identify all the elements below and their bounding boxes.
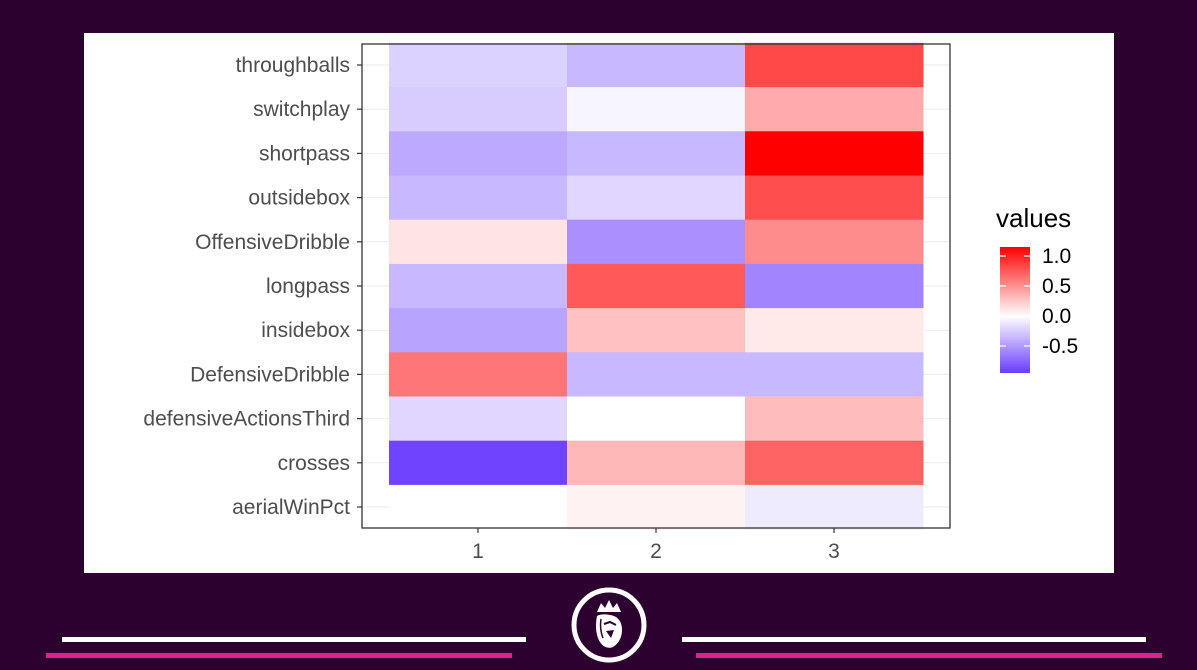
heatmap-cell-shortpass-1 bbox=[389, 131, 568, 176]
y-tick-label: shortpass bbox=[259, 142, 350, 165]
heatmap-cell-throughballs-2 bbox=[567, 42, 746, 88]
heatmap-cell-insidebox-2 bbox=[567, 308, 746, 353]
heatmap-cell-outsidebox-1 bbox=[389, 175, 568, 221]
heatmap-cell-defensiveActionsThird-2 bbox=[567, 396, 746, 442]
heatmap-cell-switchplay-3 bbox=[745, 87, 924, 132]
heatmap-cell-defensiveActionsThird-3 bbox=[745, 396, 924, 442]
y-tick-label: outsidebox bbox=[248, 187, 350, 210]
legend-tick-label: 0.5 bbox=[1042, 275, 1071, 298]
y-tick-label: throughballs bbox=[236, 54, 350, 77]
heatmap-cell-longpass-1 bbox=[389, 263, 568, 309]
heatmap-cell-DefensiveDribble-2 bbox=[567, 352, 746, 397]
y-tick-label: insidebox bbox=[261, 319, 350, 342]
x-tick-label: 1 bbox=[472, 540, 484, 563]
y-tick-label: crosses bbox=[278, 452, 350, 475]
y-tick-label: switchplay bbox=[253, 98, 350, 121]
heatmap-cell-shortpass-3 bbox=[745, 131, 924, 176]
y-tick-label: longpass bbox=[266, 275, 350, 298]
heatmap-chart: throughballs switchplay shortpass outsidebo… bbox=[143, 42, 1078, 563]
heatmap-cell-insidebox-3 bbox=[745, 308, 924, 353]
heatmap-cell-longpass-3 bbox=[745, 263, 924, 309]
legend-tick-label: -0.5 bbox=[1042, 335, 1078, 358]
x-tick-label: 3 bbox=[828, 540, 840, 563]
heatmap-cell-throughballs-3 bbox=[745, 42, 924, 88]
y-tick-label: defensiveActionsThird bbox=[143, 408, 350, 431]
heatmap-cell-crosses-1 bbox=[389, 440, 568, 486]
heatmap-cell-crosses-3 bbox=[745, 440, 924, 486]
heatmap-cell-outsidebox-3 bbox=[745, 175, 924, 221]
heatmap-cell-OffensiveDribble-1 bbox=[389, 219, 568, 265]
heatmap-cell-DefensiveDribble-1 bbox=[389, 352, 568, 397]
legend-tick-label: 0.0 bbox=[1042, 305, 1071, 328]
decorative-rule-pink-left bbox=[46, 653, 512, 658]
legend-tick-label: 1.0 bbox=[1042, 245, 1071, 268]
heatmap-cell-outsidebox-2 bbox=[567, 175, 746, 221]
y-tick-label: DefensiveDribble bbox=[190, 363, 350, 386]
heatmap-cell-throughballs-1 bbox=[389, 42, 568, 88]
heatmap-cell-OffensiveDribble-3 bbox=[745, 219, 924, 265]
x-tick-label: 2 bbox=[650, 540, 662, 563]
heatmap-cell-longpass-2 bbox=[567, 263, 746, 309]
heatmap-cell-defensiveActionsThird-1 bbox=[389, 396, 568, 442]
decorative-rule-white-right bbox=[682, 637, 1146, 642]
decorative-rule-white-left bbox=[62, 637, 526, 642]
y-tick-label: OffensiveDribble bbox=[195, 231, 350, 254]
heatmap-cell-aerialWinPct-1 bbox=[389, 484, 568, 530]
legend-colorbar bbox=[1000, 247, 1030, 373]
premier-league-lion-icon bbox=[570, 586, 648, 664]
heatmap-cell-OffensiveDribble-2 bbox=[567, 219, 746, 265]
chart-panel: throughballs switchplay shortpass outsidebo… bbox=[84, 33, 1114, 573]
heatmap-cell-insidebox-1 bbox=[389, 308, 568, 353]
legend-title: values bbox=[996, 203, 1071, 233]
heatmap-cell-DefensiveDribble-3 bbox=[745, 352, 924, 397]
heatmap-cell-crosses-2 bbox=[567, 440, 746, 486]
y-tick-label: aerialWinPct bbox=[232, 496, 350, 519]
heatmap-cell-switchplay-2 bbox=[567, 87, 746, 132]
heatmap-cell-aerialWinPct-3 bbox=[745, 484, 924, 530]
heatmap-cell-switchplay-1 bbox=[389, 87, 568, 132]
decorative-rule-pink-right bbox=[696, 653, 1162, 658]
heatmap-cell-aerialWinPct-2 bbox=[567, 484, 746, 530]
heatmap-cell-shortpass-2 bbox=[567, 131, 746, 176]
